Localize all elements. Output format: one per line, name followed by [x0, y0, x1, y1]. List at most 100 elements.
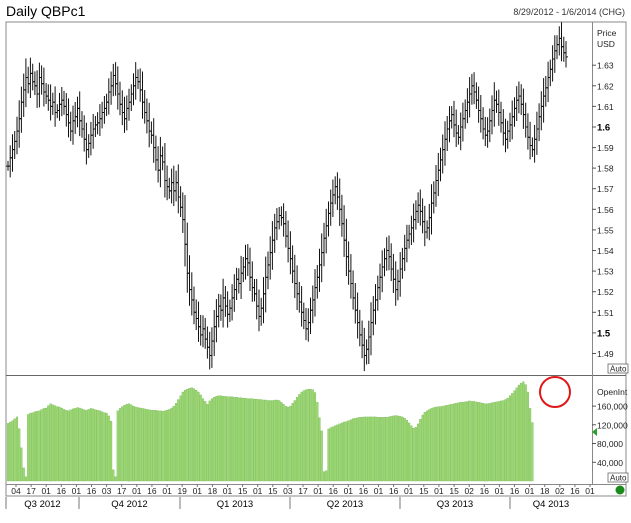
- openint-bar: [376, 417, 379, 482]
- ohlc-bar: [537, 103, 542, 142]
- ohlc-bar: [523, 102, 528, 138]
- openint-bar: [208, 400, 211, 482]
- openint-bar: [336, 424, 339, 482]
- ohlc-bar: [263, 256, 268, 313]
- openint-bar: [421, 414, 424, 482]
- openint-bar: [175, 403, 178, 482]
- x-day-label: 01: [585, 486, 595, 496]
- price-auto-button[interactable]: Auto: [607, 363, 629, 374]
- x-day-label: 01: [344, 486, 354, 496]
- openint-bar: [383, 417, 386, 482]
- openint-bar: [482, 403, 485, 482]
- openint-bar: [145, 409, 148, 482]
- openint-bar: [148, 409, 151, 482]
- ohlc-bar: [232, 274, 237, 312]
- openint-bar: [329, 427, 332, 482]
- openint-bar: [320, 430, 323, 482]
- ohlc-bar: [344, 218, 349, 276]
- ohlc-bar: [512, 97, 517, 127]
- price-tick-label: 1.63: [597, 61, 614, 71]
- ohlc-bar: [496, 89, 501, 126]
- ohlc-bar: [41, 67, 46, 107]
- openint-bar: [235, 397, 238, 482]
- ohlc-bar: [102, 96, 107, 124]
- openint-bar: [204, 401, 207, 482]
- ohlc-bar: [183, 195, 187, 267]
- ohlc-bar: [373, 284, 378, 325]
- openint-bar: [166, 410, 169, 482]
- openint-bar: [284, 405, 287, 482]
- ohlc-bar: [279, 206, 284, 226]
- openint-bar: [240, 397, 243, 482]
- ohlc-bar: [384, 237, 389, 271]
- openint-bar: [199, 394, 202, 482]
- ohlc-bar: [261, 277, 266, 324]
- openint-bar: [405, 419, 408, 482]
- ohlc-bar: [539, 91, 544, 131]
- ohlc-bar: [317, 248, 322, 292]
- ohlc-bar: [268, 236, 273, 280]
- openint-bar: [461, 402, 464, 482]
- ohlc-bar: [122, 96, 127, 133]
- openint-bar: [448, 404, 451, 482]
- ohlc-bar: [534, 111, 539, 155]
- openint-auto-button[interactable]: Auto: [607, 472, 629, 483]
- ohlc-bar: [241, 257, 246, 283]
- ohlc-bar: [382, 248, 387, 277]
- openint-bar: [464, 401, 467, 482]
- ohlc-bar: [337, 178, 342, 226]
- ohlc-bar: [257, 289, 261, 332]
- openint-bar: [423, 412, 426, 482]
- ohlc-bar: [80, 111, 84, 138]
- ohlc-bar: [532, 124, 537, 163]
- x-day-label: 01: [253, 486, 263, 496]
- openint-bar: [287, 406, 290, 482]
- ohlc-bar: [434, 165, 438, 207]
- ohlc-bar: [227, 299, 232, 322]
- ohlc-bar: [364, 339, 369, 365]
- openint-bar: [49, 403, 52, 482]
- ohlc-bar: [142, 90, 147, 124]
- ohlc-bar: [346, 241, 351, 285]
- ohlc-bar: [313, 269, 317, 317]
- ohlc-bar: [445, 116, 450, 151]
- price-tick-label: 1.53: [597, 267, 614, 277]
- ohlc-bar: [26, 66, 31, 94]
- ohlc-bar: [46, 84, 51, 111]
- ohlc-bar: [525, 113, 530, 150]
- ohlc-bar: [328, 189, 333, 226]
- ohlc-bar: [234, 267, 239, 300]
- ohlc-bar: [411, 203, 416, 243]
- chart-title: Daily QBPc1: [6, 3, 86, 19]
- openint-bar: [127, 403, 131, 482]
- openint-auto-label: Auto: [610, 474, 627, 483]
- ohlc-bar: [319, 233, 324, 283]
- price-tick-label: 1.6: [597, 123, 610, 134]
- openint-bar: [477, 402, 480, 482]
- ohlc-bar: [176, 164, 181, 214]
- ohlc-bar: [171, 165, 176, 206]
- ohlc-bar: [557, 26, 562, 56]
- price-tick-label: 1.5: [597, 328, 611, 339]
- openint-bar: [352, 418, 355, 482]
- openint-bar: [531, 422, 534, 482]
- openint-bar: [468, 400, 471, 482]
- openint-bar: [11, 420, 14, 482]
- openint-bar: [497, 401, 500, 482]
- ohlc-bar: [230, 284, 235, 321]
- price-tick-label: 1.61: [597, 102, 614, 112]
- x-day-label: 01: [434, 486, 444, 496]
- ohlc-bar: [223, 286, 228, 317]
- openint-bar: [222, 396, 225, 482]
- ohlc-bar: [104, 93, 109, 117]
- ohlc-bar: [528, 121, 533, 160]
- openint-bar: [27, 414, 30, 482]
- openint-bar: [426, 410, 429, 482]
- openint-bar: [374, 416, 377, 482]
- ohlc-bar: [88, 121, 93, 156]
- ohlc-bar: [59, 87, 64, 117]
- openint-bar: [475, 401, 478, 482]
- x-quarter-label: Q3 2012: [24, 499, 60, 510]
- ohlc-bar: [209, 327, 214, 368]
- openint-bar: [92, 408, 95, 482]
